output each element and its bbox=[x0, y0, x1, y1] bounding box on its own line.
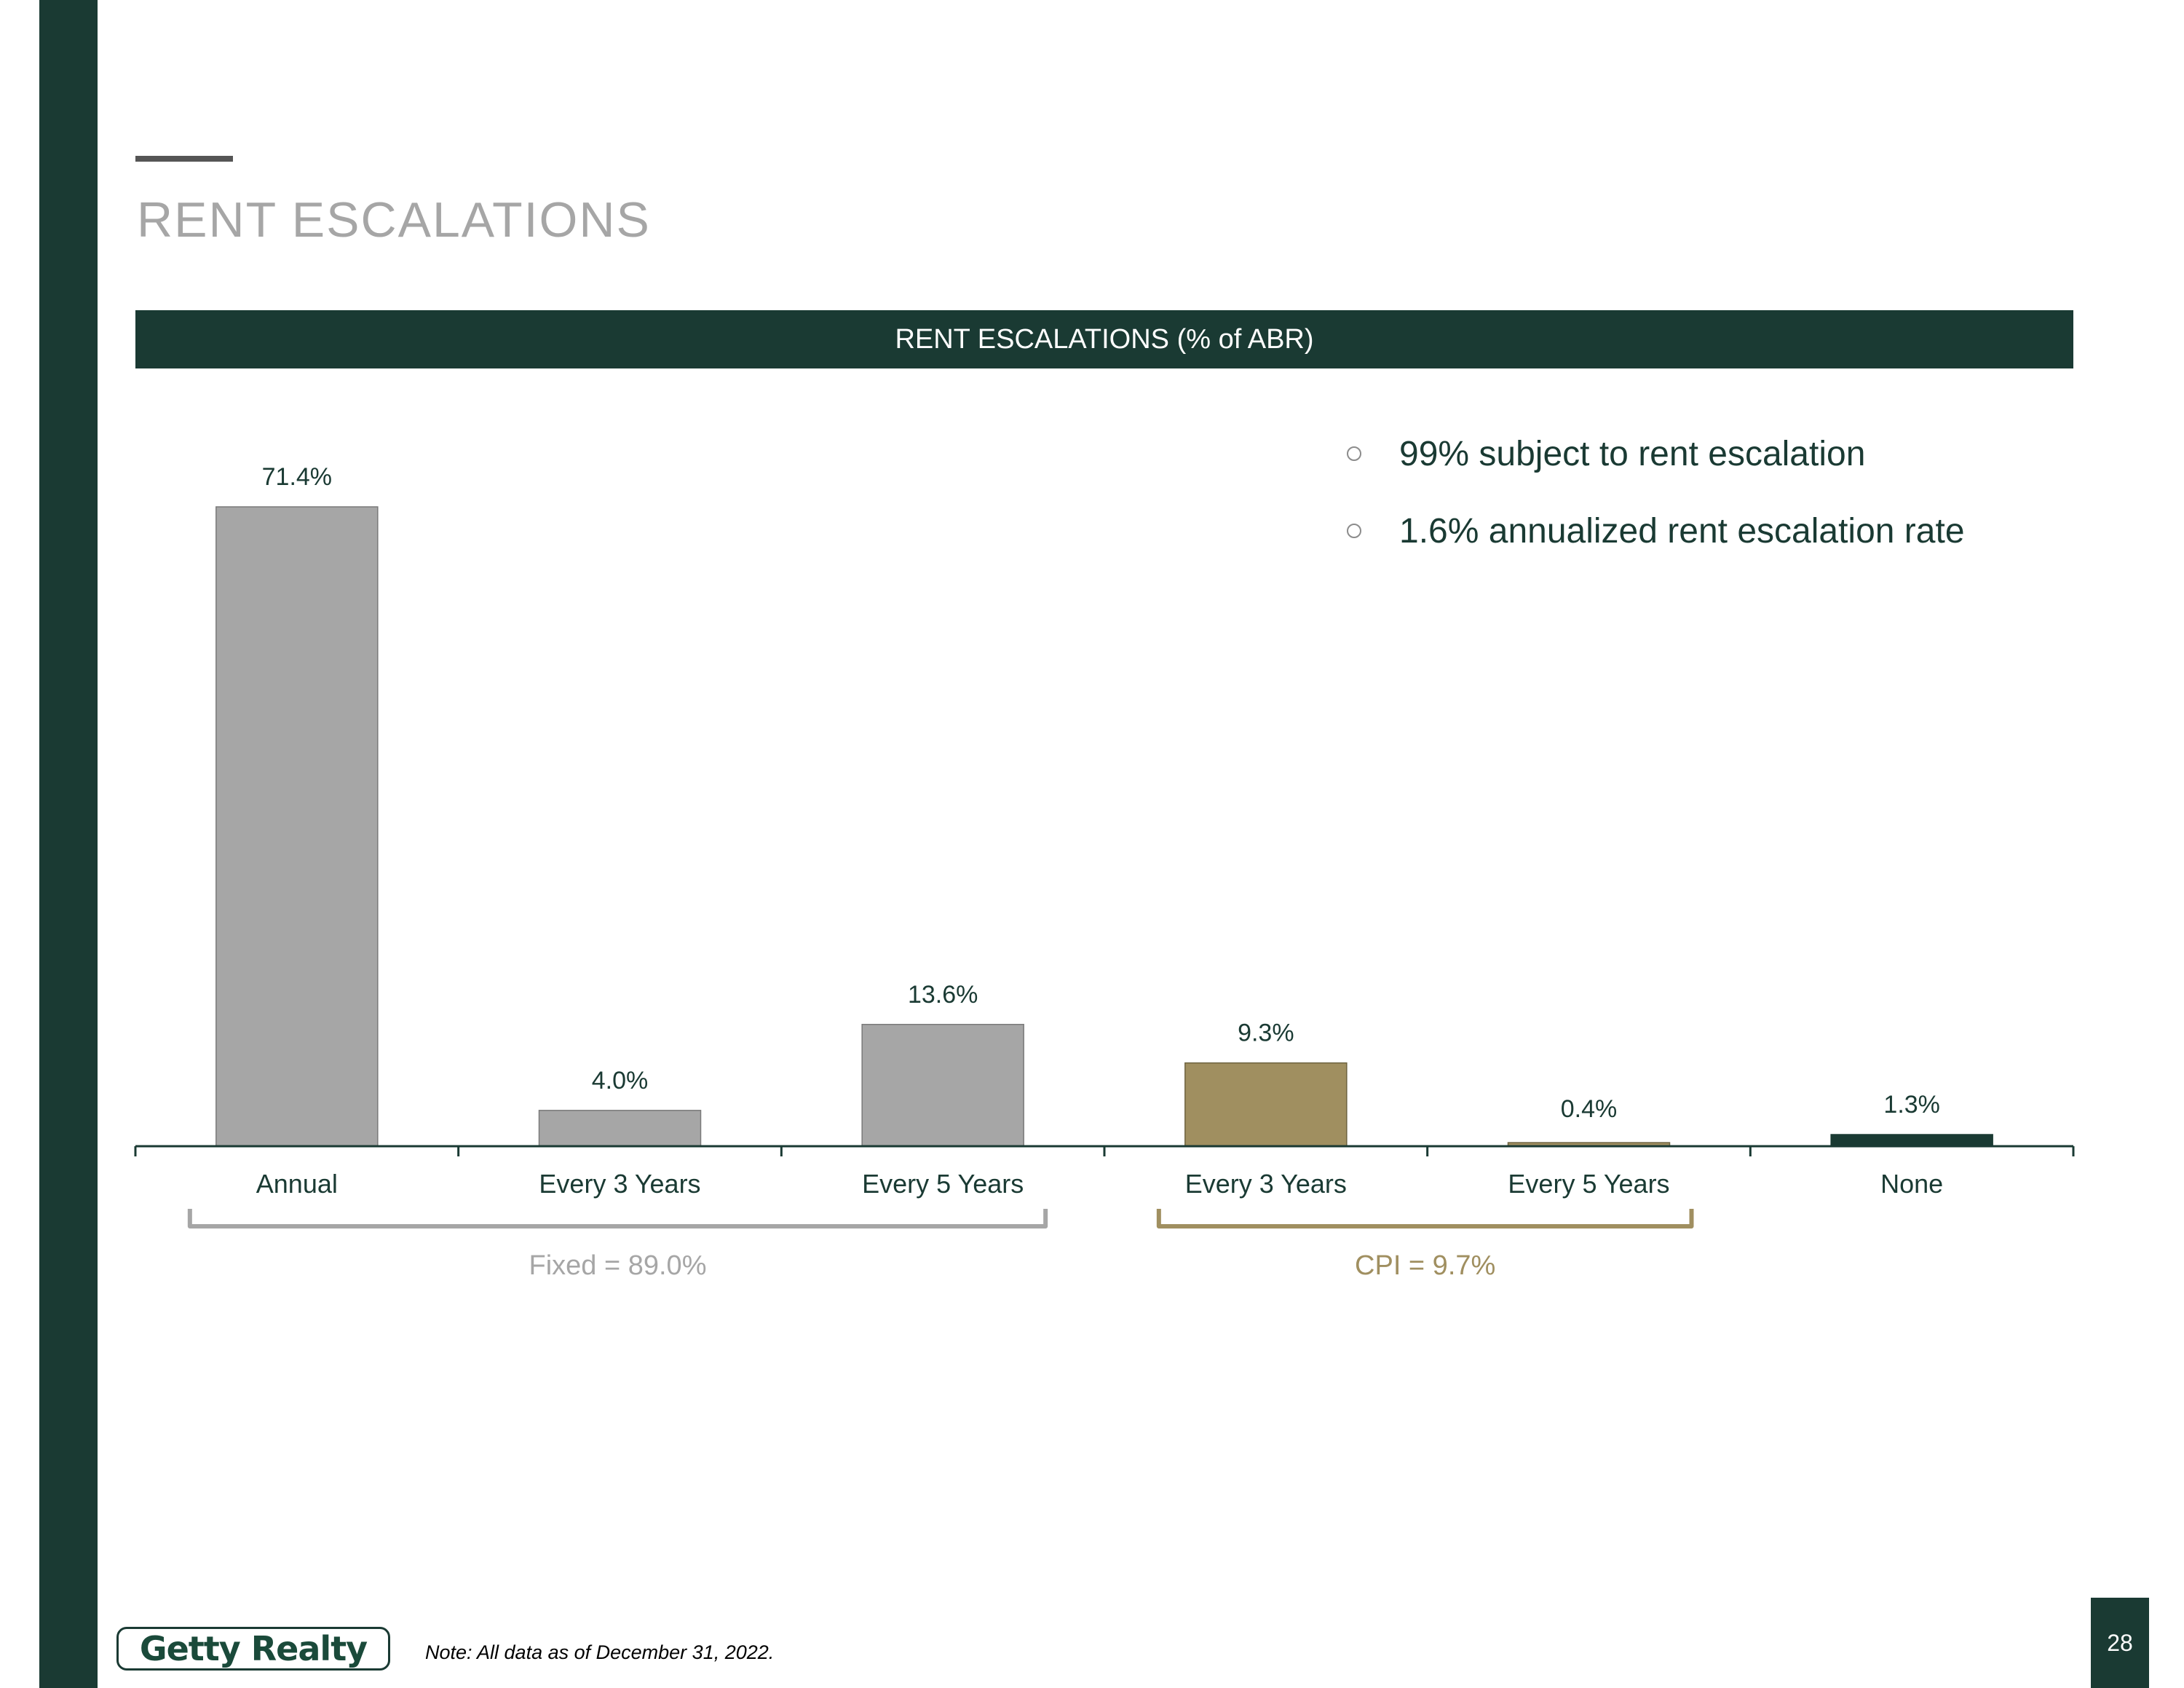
bar-5 bbox=[1830, 1134, 1993, 1147]
circle-bullet-icon bbox=[1347, 446, 1361, 461]
title-rule bbox=[135, 156, 233, 162]
data-label: 4.0% bbox=[592, 1067, 649, 1095]
bullet-text: 99% subject to rent escalation bbox=[1399, 434, 1866, 473]
footnote: Note: All data as of December 31, 2022. bbox=[425, 1641, 775, 1663]
page-number-text: 28 bbox=[2107, 1629, 2133, 1656]
bar-0 bbox=[215, 506, 379, 1147]
bullet-item: 99% subject to rent escalation bbox=[1347, 415, 1965, 492]
bar-2 bbox=[861, 1024, 1024, 1147]
data-label: 0.4% bbox=[1561, 1095, 1618, 1123]
data-label: 71.4% bbox=[262, 463, 332, 491]
data-label: 9.3% bbox=[1238, 1019, 1294, 1047]
rent-escalations-bar-chart: 71.4% Annual 4.0% Every 3 Years 13.6% Every 5… bbox=[134, 463, 2075, 1281]
data-label: 13.6% bbox=[908, 981, 978, 1009]
bracket-label: Fixed = 89.0% bbox=[529, 1250, 707, 1281]
bullet-text: 1.6% annualized rent escalation rate bbox=[1399, 511, 1965, 551]
getty-realty-logo: Getty Realty bbox=[116, 1627, 390, 1671]
left-accent-stripe bbox=[39, 0, 98, 1688]
bracket-0 bbox=[187, 1209, 1048, 1228]
bar-1 bbox=[538, 1110, 702, 1147]
circle-bullet-icon bbox=[1347, 524, 1361, 538]
category-label: Every 5 Years bbox=[862, 1169, 1024, 1199]
page-title: RENT ESCALATIONS bbox=[137, 192, 651, 248]
bullet-list: 99% subject to rent escalation 1.6% annu… bbox=[1347, 415, 1965, 569]
page-number: 28 bbox=[2091, 1598, 2149, 1688]
bullet-item: 1.6% annualized rent escalation rate bbox=[1347, 492, 1965, 569]
data-label: 1.3% bbox=[1883, 1091, 1940, 1119]
logo-text: Getty Realty bbox=[139, 1629, 368, 1668]
category-label: None bbox=[1880, 1169, 1943, 1199]
category-label: Every 3 Years bbox=[1185, 1169, 1347, 1199]
bar-3 bbox=[1184, 1062, 1348, 1147]
category-label: Annual bbox=[256, 1169, 338, 1199]
bracket-1 bbox=[1156, 1209, 1694, 1228]
bracket-label: CPI = 9.7% bbox=[1355, 1250, 1495, 1281]
chart-title-banner: RENT ESCALATIONS (% of ABR) bbox=[135, 310, 2073, 368]
category-label: Every 5 Years bbox=[1508, 1169, 1669, 1199]
category-label: Every 3 Years bbox=[539, 1169, 700, 1199]
chart-title: RENT ESCALATIONS (% of ABR) bbox=[895, 323, 1314, 355]
